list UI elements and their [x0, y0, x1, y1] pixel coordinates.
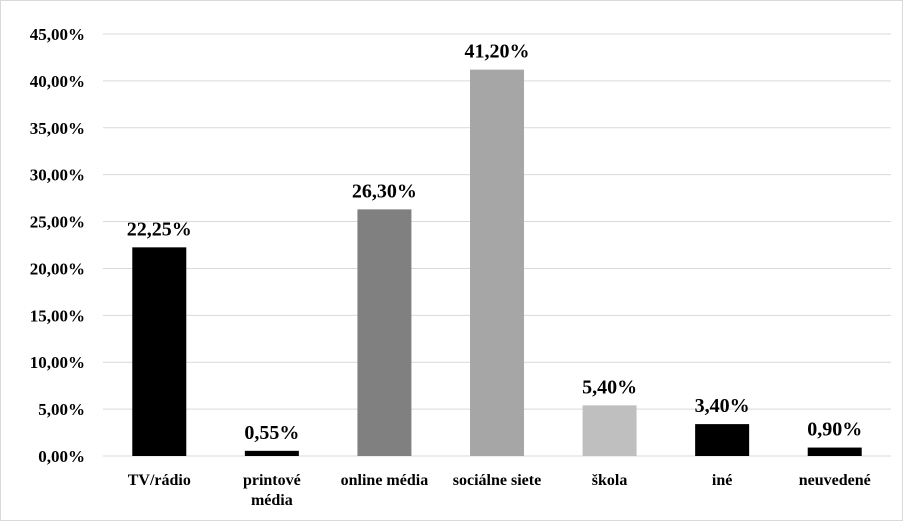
- y-tick-label: 5,00%: [38, 400, 85, 419]
- bar: [470, 69, 524, 456]
- bars: [132, 69, 862, 456]
- data-label: 0,55%: [244, 422, 299, 444]
- bar: [582, 405, 637, 456]
- y-tick-label: 10,00%: [30, 353, 85, 372]
- data-label: 3,40%: [695, 395, 750, 417]
- bar: [357, 209, 412, 456]
- y-tick-label: 20,00%: [30, 259, 85, 278]
- y-tick-label: 45,00%: [30, 25, 85, 44]
- bar: [132, 247, 187, 456]
- category-label: iné: [712, 472, 732, 489]
- y-tick-label: 25,00%: [30, 213, 85, 232]
- data-label: 22,25%: [127, 218, 192, 240]
- bar: [695, 424, 750, 456]
- category-label: online média: [341, 472, 429, 489]
- bar: [807, 447, 862, 456]
- category-label: printové média: [243, 472, 301, 509]
- data-label: 0,90%: [807, 419, 862, 441]
- y-tick-label: 30,00%: [30, 166, 85, 185]
- y-tick-label: 35,00%: [30, 119, 85, 138]
- category-label: škola: [592, 472, 628, 489]
- category-label: TV/rádio: [128, 472, 191, 489]
- data-label: 26,30%: [352, 180, 417, 202]
- data-label: 5,40%: [582, 376, 637, 398]
- x-axis-category-labels: TV/rádio printové média online média sociáln…: [128, 472, 871, 509]
- bar: [244, 450, 299, 456]
- category-label: sociálne siete: [453, 472, 541, 489]
- y-axis-tick-labels: 0,00% 5,00% 10,00% 15,00% 20,00% 25,00% 30,00%…: [30, 25, 85, 466]
- category-label: neuvedené: [799, 472, 871, 489]
- y-tick-label: 40,00%: [30, 72, 85, 91]
- y-tick-label: 0,00%: [38, 447, 85, 466]
- y-tick-label: 15,00%: [30, 306, 85, 325]
- data-label: 41,20%: [465, 41, 530, 63]
- data-labels: 22,25% 0,55% 26,30% 41,20% 5,40% 3,40% 0,90%: [127, 41, 862, 444]
